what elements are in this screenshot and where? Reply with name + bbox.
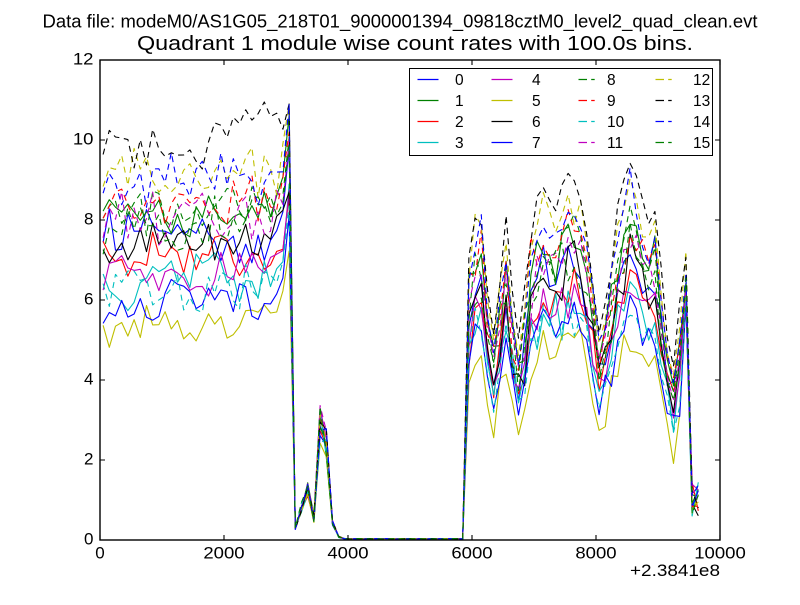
svg-text:8000: 8000 bbox=[575, 544, 616, 563]
svg-text:8: 8 bbox=[607, 72, 616, 89]
svg-text:4: 4 bbox=[532, 72, 541, 89]
svg-text:6000: 6000 bbox=[451, 544, 492, 563]
svg-text:3: 3 bbox=[455, 135, 464, 152]
svg-text:8: 8 bbox=[84, 210, 93, 229]
svg-text:2000: 2000 bbox=[203, 544, 244, 563]
svg-text:14: 14 bbox=[693, 114, 711, 131]
svg-text:12: 12 bbox=[693, 72, 710, 89]
svg-text:12: 12 bbox=[73, 50, 94, 69]
svg-text:0: 0 bbox=[95, 544, 104, 563]
svg-text:2: 2 bbox=[84, 450, 93, 469]
svg-text:Quadrant 1 module wise count r: Quadrant 1 module wise count rates with … bbox=[137, 32, 693, 55]
svg-text:10000: 10000 bbox=[694, 544, 746, 563]
svg-text:10: 10 bbox=[607, 114, 625, 131]
svg-text:4: 4 bbox=[84, 370, 93, 389]
svg-text:13: 13 bbox=[693, 93, 710, 110]
svg-text:4000: 4000 bbox=[327, 544, 368, 563]
svg-text:1: 1 bbox=[455, 93, 464, 110]
svg-text:9: 9 bbox=[607, 93, 616, 110]
svg-text:2: 2 bbox=[455, 114, 464, 131]
svg-text:0: 0 bbox=[455, 72, 464, 89]
svg-text:15: 15 bbox=[693, 135, 710, 152]
svg-text:11: 11 bbox=[607, 135, 623, 152]
svg-text:0: 0 bbox=[84, 530, 93, 549]
svg-text:5: 5 bbox=[532, 93, 541, 110]
svg-text:6: 6 bbox=[532, 114, 541, 131]
svg-text:10: 10 bbox=[73, 130, 94, 149]
svg-text:7: 7 bbox=[532, 135, 541, 152]
svg-text:6: 6 bbox=[84, 290, 93, 309]
svg-text:+2.3841e8: +2.3841e8 bbox=[630, 561, 720, 580]
svg-text:Data file: modeM0/AS1G05_218T0: Data file: modeM0/AS1G05_218T01_90000013… bbox=[43, 12, 758, 33]
